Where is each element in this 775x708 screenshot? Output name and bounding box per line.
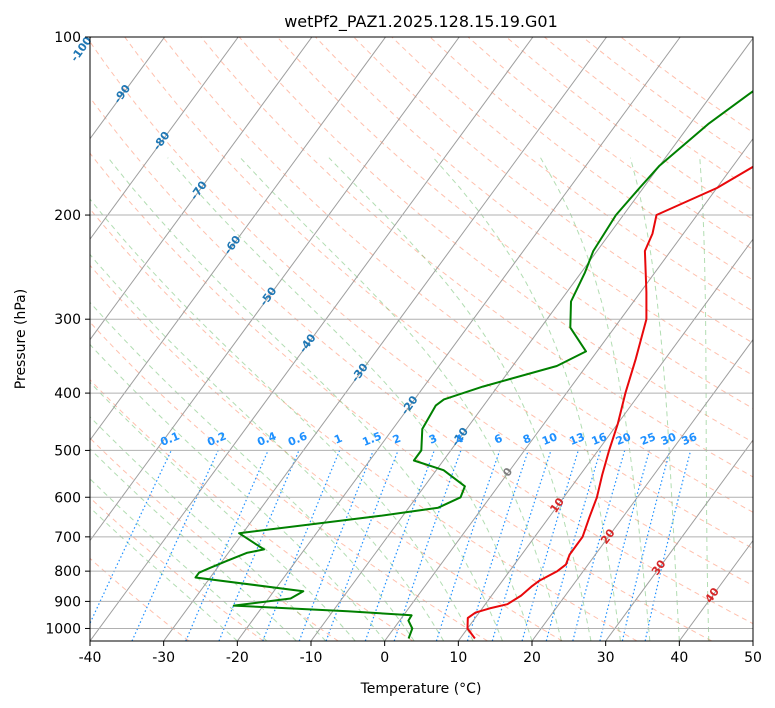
moist-adiabat xyxy=(167,157,533,641)
x-tick-label: -20 xyxy=(226,650,249,666)
x-tick-label: 50 xyxy=(744,650,762,666)
y-tick-label: 900 xyxy=(54,594,81,610)
x-tick-label: 30 xyxy=(597,650,615,666)
y-tick-label: 700 xyxy=(54,530,81,546)
moist-adiabat xyxy=(90,343,386,641)
mixing-ratio-line xyxy=(521,450,579,641)
isotherm-line xyxy=(90,37,239,241)
moist-adiabat xyxy=(328,157,592,641)
temperature-profile xyxy=(466,165,753,640)
moist-adiabat xyxy=(90,478,268,641)
isotherm-line xyxy=(457,238,753,641)
mixing-ratio-label: 3 xyxy=(427,432,439,447)
dry-adiabat xyxy=(90,557,190,641)
mixing-ratio-label: 36 xyxy=(680,430,699,448)
x-axis-label: Temperature (°C) xyxy=(360,681,482,697)
y-tick-label: 300 xyxy=(54,312,81,328)
y-tick-label: 400 xyxy=(54,386,81,402)
mixing-ratio-line xyxy=(435,450,501,641)
moist-adiabat xyxy=(90,301,415,641)
y-axis-label: Pressure (hPa) xyxy=(13,289,29,389)
moist-adiabat xyxy=(90,381,356,641)
isotherm-line xyxy=(531,338,753,641)
isotherm-line xyxy=(90,37,386,441)
mixing-ratio-label: 1 xyxy=(332,432,344,447)
x-tick-label: -10 xyxy=(300,650,323,666)
chart-title: wetPf2_PAZ1.2025.128.15.19.G01 xyxy=(284,12,558,32)
mixing-ratio-label: 13 xyxy=(567,430,586,448)
plot-background xyxy=(90,37,753,641)
x-tick-label: 10 xyxy=(449,650,467,666)
mixing-ratio-line xyxy=(325,450,399,641)
mixing-ratio-label: 2 xyxy=(391,432,403,447)
y-tick-label: 200 xyxy=(54,208,81,224)
mixing-ratio-line xyxy=(466,450,529,641)
moist-adiabat xyxy=(699,157,710,641)
dry-adiabat xyxy=(238,37,753,443)
mixing-ratio-line xyxy=(131,450,219,641)
mixing-ratio-label: 8 xyxy=(521,432,533,447)
x-tick-label: -30 xyxy=(152,650,175,666)
isotherm-line xyxy=(90,37,165,140)
mixing-ratio-label: 20 xyxy=(614,430,633,448)
isotherm-line xyxy=(752,640,753,641)
dry-adiabat xyxy=(90,264,563,641)
mixing-ratio-label: 25 xyxy=(639,430,658,448)
mixing-ratio-line xyxy=(185,450,269,641)
mixing-ratio-line xyxy=(298,450,374,641)
x-tick-label: -40 xyxy=(79,650,102,666)
isotherm-line xyxy=(605,439,753,641)
dry-adiabat xyxy=(391,37,753,312)
dry-adiabat xyxy=(90,96,753,625)
mixing-ratio-line xyxy=(218,450,300,641)
mixing-ratio-line xyxy=(262,450,341,641)
x-tick-label: 40 xyxy=(670,650,688,666)
y-tick-label: 800 xyxy=(54,564,81,580)
mixing-ratio-line xyxy=(364,450,435,641)
x-tick-label: 20 xyxy=(523,650,541,666)
isotherm-line xyxy=(384,137,753,641)
plot-frame xyxy=(89,36,754,642)
y-tick-label: 100 xyxy=(54,30,81,46)
mixing-ratio-label: 10 xyxy=(540,430,559,448)
dry-adiabat xyxy=(90,152,712,641)
moist-adiabat xyxy=(433,157,621,641)
mixing-ratio-label: 16 xyxy=(590,430,609,448)
y-tick-label: 500 xyxy=(54,443,81,459)
moist-adiabat xyxy=(107,157,503,641)
moist-adiabat xyxy=(540,157,651,641)
isotherm-line xyxy=(310,37,753,641)
moist-adiabat xyxy=(629,157,680,641)
isotherm-line xyxy=(236,37,681,641)
mixing-ratio-line xyxy=(572,450,626,641)
mixing-ratio-line xyxy=(621,450,671,641)
isotherm-line xyxy=(163,37,607,641)
dry-adiabat xyxy=(90,379,414,641)
mixing-ratio-label: 30 xyxy=(659,430,678,448)
mixing-ratio-line xyxy=(644,450,692,641)
dry-adiabat xyxy=(90,40,753,587)
mixing-ratio-line xyxy=(599,450,650,641)
moist-adiabat xyxy=(239,157,562,641)
moist-adiabat xyxy=(90,253,445,641)
dry-adiabat xyxy=(315,37,753,377)
moist-adiabat xyxy=(90,506,238,641)
x-tick-label: 0 xyxy=(380,650,389,666)
dewpoint-profile xyxy=(194,90,753,639)
moist-adiabat xyxy=(90,198,474,641)
y-tick-label: 1000 xyxy=(45,621,81,637)
dry-adiabat xyxy=(90,208,638,641)
isotherm-line xyxy=(90,37,534,641)
y-tick-label: 600 xyxy=(54,490,81,506)
